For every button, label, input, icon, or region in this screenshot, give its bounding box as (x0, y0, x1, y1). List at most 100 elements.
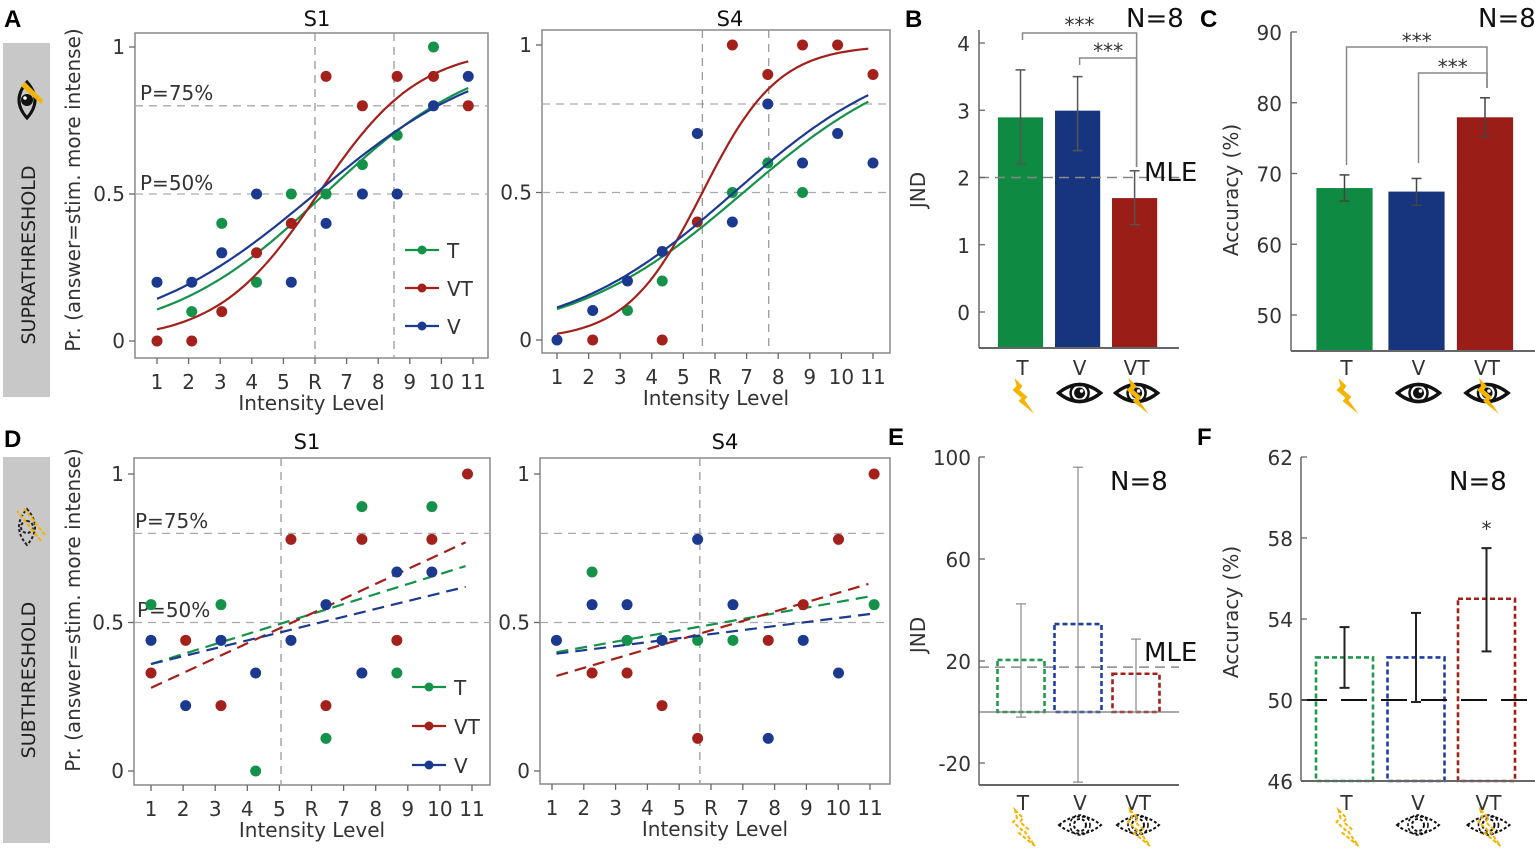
series-t (145, 501, 466, 777)
threshold-label: P=75% (135, 509, 208, 533)
y-tick-label: 0 (957, 301, 970, 325)
significance-stars: *** (1093, 39, 1123, 63)
significance-stars: *** (1402, 29, 1432, 53)
fit-line-v (156, 90, 469, 300)
y-tick-label: 1 (112, 35, 125, 59)
category-label: VT (1476, 791, 1503, 815)
x-tick-label: 11 (860, 365, 885, 389)
x-tick-label: 2 (177, 797, 190, 821)
x-tick-label: 7 (340, 370, 353, 394)
lightning-bolt (1011, 806, 1036, 847)
data-point-vt (762, 69, 774, 80)
x-tick-label: 1 (151, 370, 164, 394)
series-t (556, 566, 880, 654)
plot-frame (133, 457, 491, 786)
x-axis-label: Intensity Level (239, 818, 385, 842)
chart-title: S4 (712, 430, 739, 454)
y-tick-label: 2 (957, 167, 970, 191)
bar-vt (1456, 116, 1514, 352)
lightning-bolt (1126, 378, 1149, 414)
n-label: N=8 (1110, 467, 1168, 497)
chart-c-5: 50 60 70 80 90 Accuracy (%) T V VT N=8 ****** (1219, 4, 1535, 414)
data-point-v (216, 247, 228, 259)
eye-pupil (1413, 387, 1424, 399)
eye-outline (1055, 382, 1104, 404)
y-tick-label: 3 (957, 99, 970, 123)
data-point-v (186, 276, 198, 288)
lightning-dashed-icon (1335, 806, 1360, 847)
y-tick-label: 1 (957, 234, 970, 258)
fit-line-t (556, 594, 874, 654)
data-point-t (356, 501, 368, 513)
data-point-vt (832, 39, 844, 51)
data-point-vt (726, 39, 738, 51)
x-tick-label: R (708, 365, 722, 389)
data-point-t (251, 276, 263, 288)
data-point-v (180, 700, 192, 712)
x-tick-label: 10 (429, 370, 454, 394)
y-tick-label: 46 (1268, 770, 1293, 794)
legend-label: VT (447, 277, 474, 301)
y-axis-label: Accuracy (%) (1219, 546, 1243, 678)
y-tick-label: 0.5 (93, 182, 125, 206)
x-tick-label: 9 (803, 365, 816, 389)
chart-f-7: 46 50 54 58 62 Accuracy (%) T V VT N=8 * (1219, 446, 1535, 847)
eye-glint (1136, 389, 1141, 393)
x-tick-label: 4 (245, 370, 258, 394)
fit-line-t (150, 565, 466, 666)
data-point-v (391, 566, 403, 578)
data-point-v (727, 599, 739, 611)
data-point-v (656, 246, 668, 257)
x-tick-label: 10 (829, 365, 854, 389)
y-tick-label: 0 (112, 329, 125, 353)
lightning-icon (1012, 378, 1035, 414)
significance-stars: * (1482, 517, 1492, 541)
x-tick-label: 7 (736, 796, 749, 820)
series-vt (556, 468, 880, 744)
x-tick-label: 2 (577, 796, 590, 820)
data-point-vt (216, 306, 228, 318)
y-tick-label: 4 (957, 32, 970, 56)
eye-lightning-dashed-icon (1115, 806, 1161, 847)
eye-ring (1407, 814, 1429, 836)
data-point-v (550, 634, 562, 646)
data-point-v (462, 70, 474, 82)
fit-line-vt (556, 47, 869, 335)
data-point-t (727, 634, 739, 646)
data-point-vt (656, 700, 668, 712)
eye-ring (1477, 814, 1500, 836)
y-tick-label: 0 (111, 759, 124, 783)
x-tick-label: 5 (677, 365, 690, 389)
eye-lightning-icon (1463, 378, 1511, 414)
data-point-vt (285, 217, 297, 229)
category-label: V (1411, 791, 1425, 815)
data-point-t (428, 41, 439, 53)
series-v (550, 533, 874, 744)
data-point-v (551, 334, 563, 346)
legend-label: T (446, 239, 460, 263)
x-tick-label: 10 (427, 797, 452, 821)
fit-line-t (556, 100, 869, 311)
eye-outline (1112, 382, 1161, 404)
data-point-v (587, 305, 599, 316)
x-axis-label: Intensity Level (643, 386, 789, 410)
data-point-vt (391, 70, 403, 82)
eye-dashed-icon (1057, 814, 1103, 836)
lightning-bolt (1126, 806, 1151, 847)
x-tick-label: 3 (609, 796, 622, 820)
fit-line-v (150, 585, 466, 666)
legend-item-v: V (405, 315, 461, 339)
category-label: VT (1125, 791, 1152, 815)
data-point-t (186, 306, 198, 318)
chart-title: S1 (304, 7, 331, 31)
x-tick-label: 11 (857, 796, 882, 820)
significance-bracket (1417, 72, 1488, 163)
x-tick-label: 9 (800, 796, 813, 820)
category-label: VT (1474, 356, 1501, 380)
x-tick-label: 7 (740, 365, 753, 389)
data-point-v (762, 732, 774, 744)
significance-bracket (1078, 57, 1138, 167)
